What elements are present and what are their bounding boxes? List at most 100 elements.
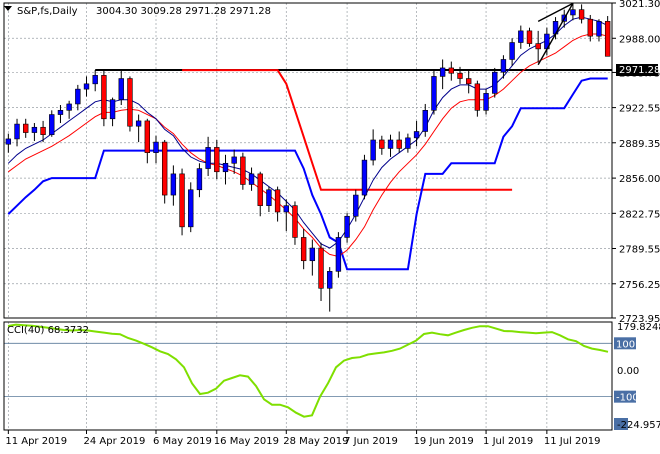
candle-body: [283, 205, 289, 213]
candle-body: [127, 78, 133, 127]
candle-body: [596, 21, 602, 37]
candle-body: [179, 173, 185, 228]
candle-body: [92, 75, 98, 85]
candle-body: [49, 114, 55, 135]
cci-tick-label: -224.9578: [617, 420, 660, 431]
cci-tick-label: 100: [616, 339, 635, 350]
candle-body: [240, 156, 246, 185]
candle-body: [492, 71, 498, 94]
cci-line: [7, 323, 609, 418]
date-tick-label: 24 Apr 2019: [84, 436, 146, 447]
candle-body: [370, 139, 376, 161]
price-tick-label: 2789.55: [619, 245, 660, 256]
candle-body: [335, 237, 342, 272]
cci-label: CCI(40) 68.3732: [7, 325, 89, 336]
candle-body: [344, 215, 350, 238]
candle-body: [535, 43, 541, 50]
candle-body: [23, 123, 29, 133]
price-panel-border: [3, 2, 613, 319]
candle-body: [422, 110, 428, 132]
current-price-label: 2971.28: [619, 65, 660, 76]
candle-body: [300, 237, 307, 262]
price-tick-label: 2822.75: [619, 209, 660, 220]
candle-body: [587, 18, 593, 37]
candle-body: [396, 139, 402, 149]
date-tick-label: 7 Jun 2019: [344, 436, 398, 447]
candle-body: [439, 67, 446, 77]
cci-tick-label: -100: [616, 393, 639, 404]
cci-min-box: [614, 418, 628, 430]
date-tick-label: 28 May 2019: [283, 436, 348, 447]
candle-body: [570, 9, 576, 16]
candle-body: [14, 123, 20, 140]
candle-body: [309, 247, 316, 262]
price-tick-label: 2756.25: [619, 280, 660, 291]
candle-body: [578, 9, 585, 20]
candle-body: [83, 83, 90, 90]
grid-layer: [4, 3, 612, 430]
candle-body: [257, 173, 263, 206]
candle-body: [387, 139, 394, 149]
cci-panel-border: [3, 321, 613, 431]
slow-ma-line: [8, 33, 608, 258]
lower-channel-line: [7, 77, 608, 271]
candle-body: [144, 120, 151, 153]
candle-body: [405, 137, 411, 149]
candle-body: [353, 194, 359, 217]
candle-body: [361, 159, 368, 196]
candle-body: [109, 99, 116, 120]
candle-body: [500, 59, 507, 73]
cci-level-box: [614, 337, 636, 350]
candle-body: [292, 205, 298, 238]
candle-body: [161, 141, 168, 196]
date-tick-label: 1 Jul 2019: [483, 436, 533, 447]
candle-body: [518, 30, 524, 43]
wedge-trendline: [537, 2, 574, 66]
collapse-triangle-icon[interactable]: [4, 6, 12, 11]
candle-body: [118, 78, 124, 101]
candle-body: [509, 42, 515, 60]
cci-tick-label: 179.8248: [617, 322, 660, 333]
candle-body: [75, 88, 81, 105]
candle-body: [196, 168, 203, 191]
candle-body: [413, 131, 420, 139]
series-layer: [4, 2, 612, 418]
candle-body: [40, 126, 46, 135]
candle-body: [526, 30, 533, 44]
price-tick-label: 2922.55: [619, 104, 660, 115]
symbol-label: S&P,fs,Daily: [17, 6, 78, 17]
candle-body: [231, 156, 237, 164]
candle-body: [214, 147, 220, 173]
candle-body: [318, 247, 324, 289]
date-tick-label: 11 Jul 2019: [544, 436, 601, 447]
upper-channel-line: [182, 69, 513, 191]
current-price-box: [616, 64, 658, 76]
candle-body: [266, 189, 272, 206]
candle-body: [66, 103, 72, 111]
cci-tick-label: 0.00: [617, 366, 639, 377]
candle-body: [431, 76, 437, 111]
candle-body: [153, 141, 159, 153]
candle-body: [327, 271, 333, 289]
price-tick-label: 2988.00: [619, 34, 660, 45]
date-tick-label: 11 Apr 2019: [5, 436, 67, 447]
price-tick-label: 2856.00: [619, 174, 660, 185]
price-tick-label: 3021.30: [619, 0, 660, 10]
candle-body: [188, 189, 194, 228]
candle-body: [31, 126, 38, 133]
candle-body: [448, 67, 455, 74]
date-tick-label: 16 May 2019: [214, 436, 279, 447]
ohlc-label: 3004.30 3009.28 2971.28 2971.28: [96, 6, 271, 17]
wedge-trendline: [537, 2, 574, 22]
cci-level-box: [614, 390, 636, 403]
candle-body: [205, 147, 211, 169]
candle-body: [222, 162, 229, 173]
price-tick-label: 2889.35: [619, 139, 660, 150]
candle-body: [604, 21, 611, 57]
candle-body: [465, 78, 472, 85]
candle-body: [379, 139, 385, 149]
price-tick-label: 2723.95: [619, 314, 660, 325]
